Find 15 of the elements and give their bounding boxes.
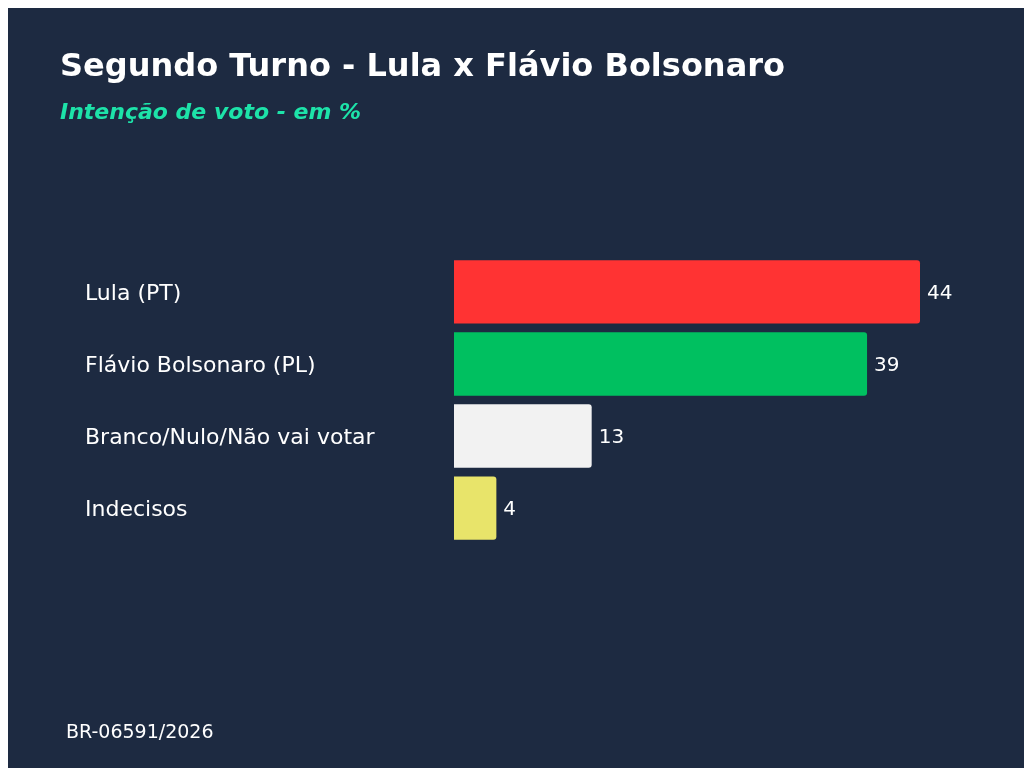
text: Intenção de voto - em % — [60, 99, 362, 124]
chart-title: Segundo Turno - Lula x Flávio Bolsonaro — [60, 46, 785, 84]
data-label: 13 — [598, 424, 625, 449]
y-tick-label: Indecisos — [85, 495, 188, 521]
bar — [454, 404, 592, 468]
bar — [454, 260, 920, 324]
y-tick-label: Branco/Nulo/Não vai votar — [85, 423, 376, 449]
bar — [454, 332, 868, 396]
y-tick-label: Flávio Bolsonaro (PL) — [85, 351, 316, 377]
data-label: 39 — [874, 351, 900, 376]
data-label: 4 — [503, 496, 517, 521]
text: BR-06591/2026 — [66, 720, 214, 742]
data-label: 44 — [927, 279, 953, 304]
bar — [454, 476, 497, 540]
y-tick-label: Lula (PT) — [85, 279, 182, 305]
